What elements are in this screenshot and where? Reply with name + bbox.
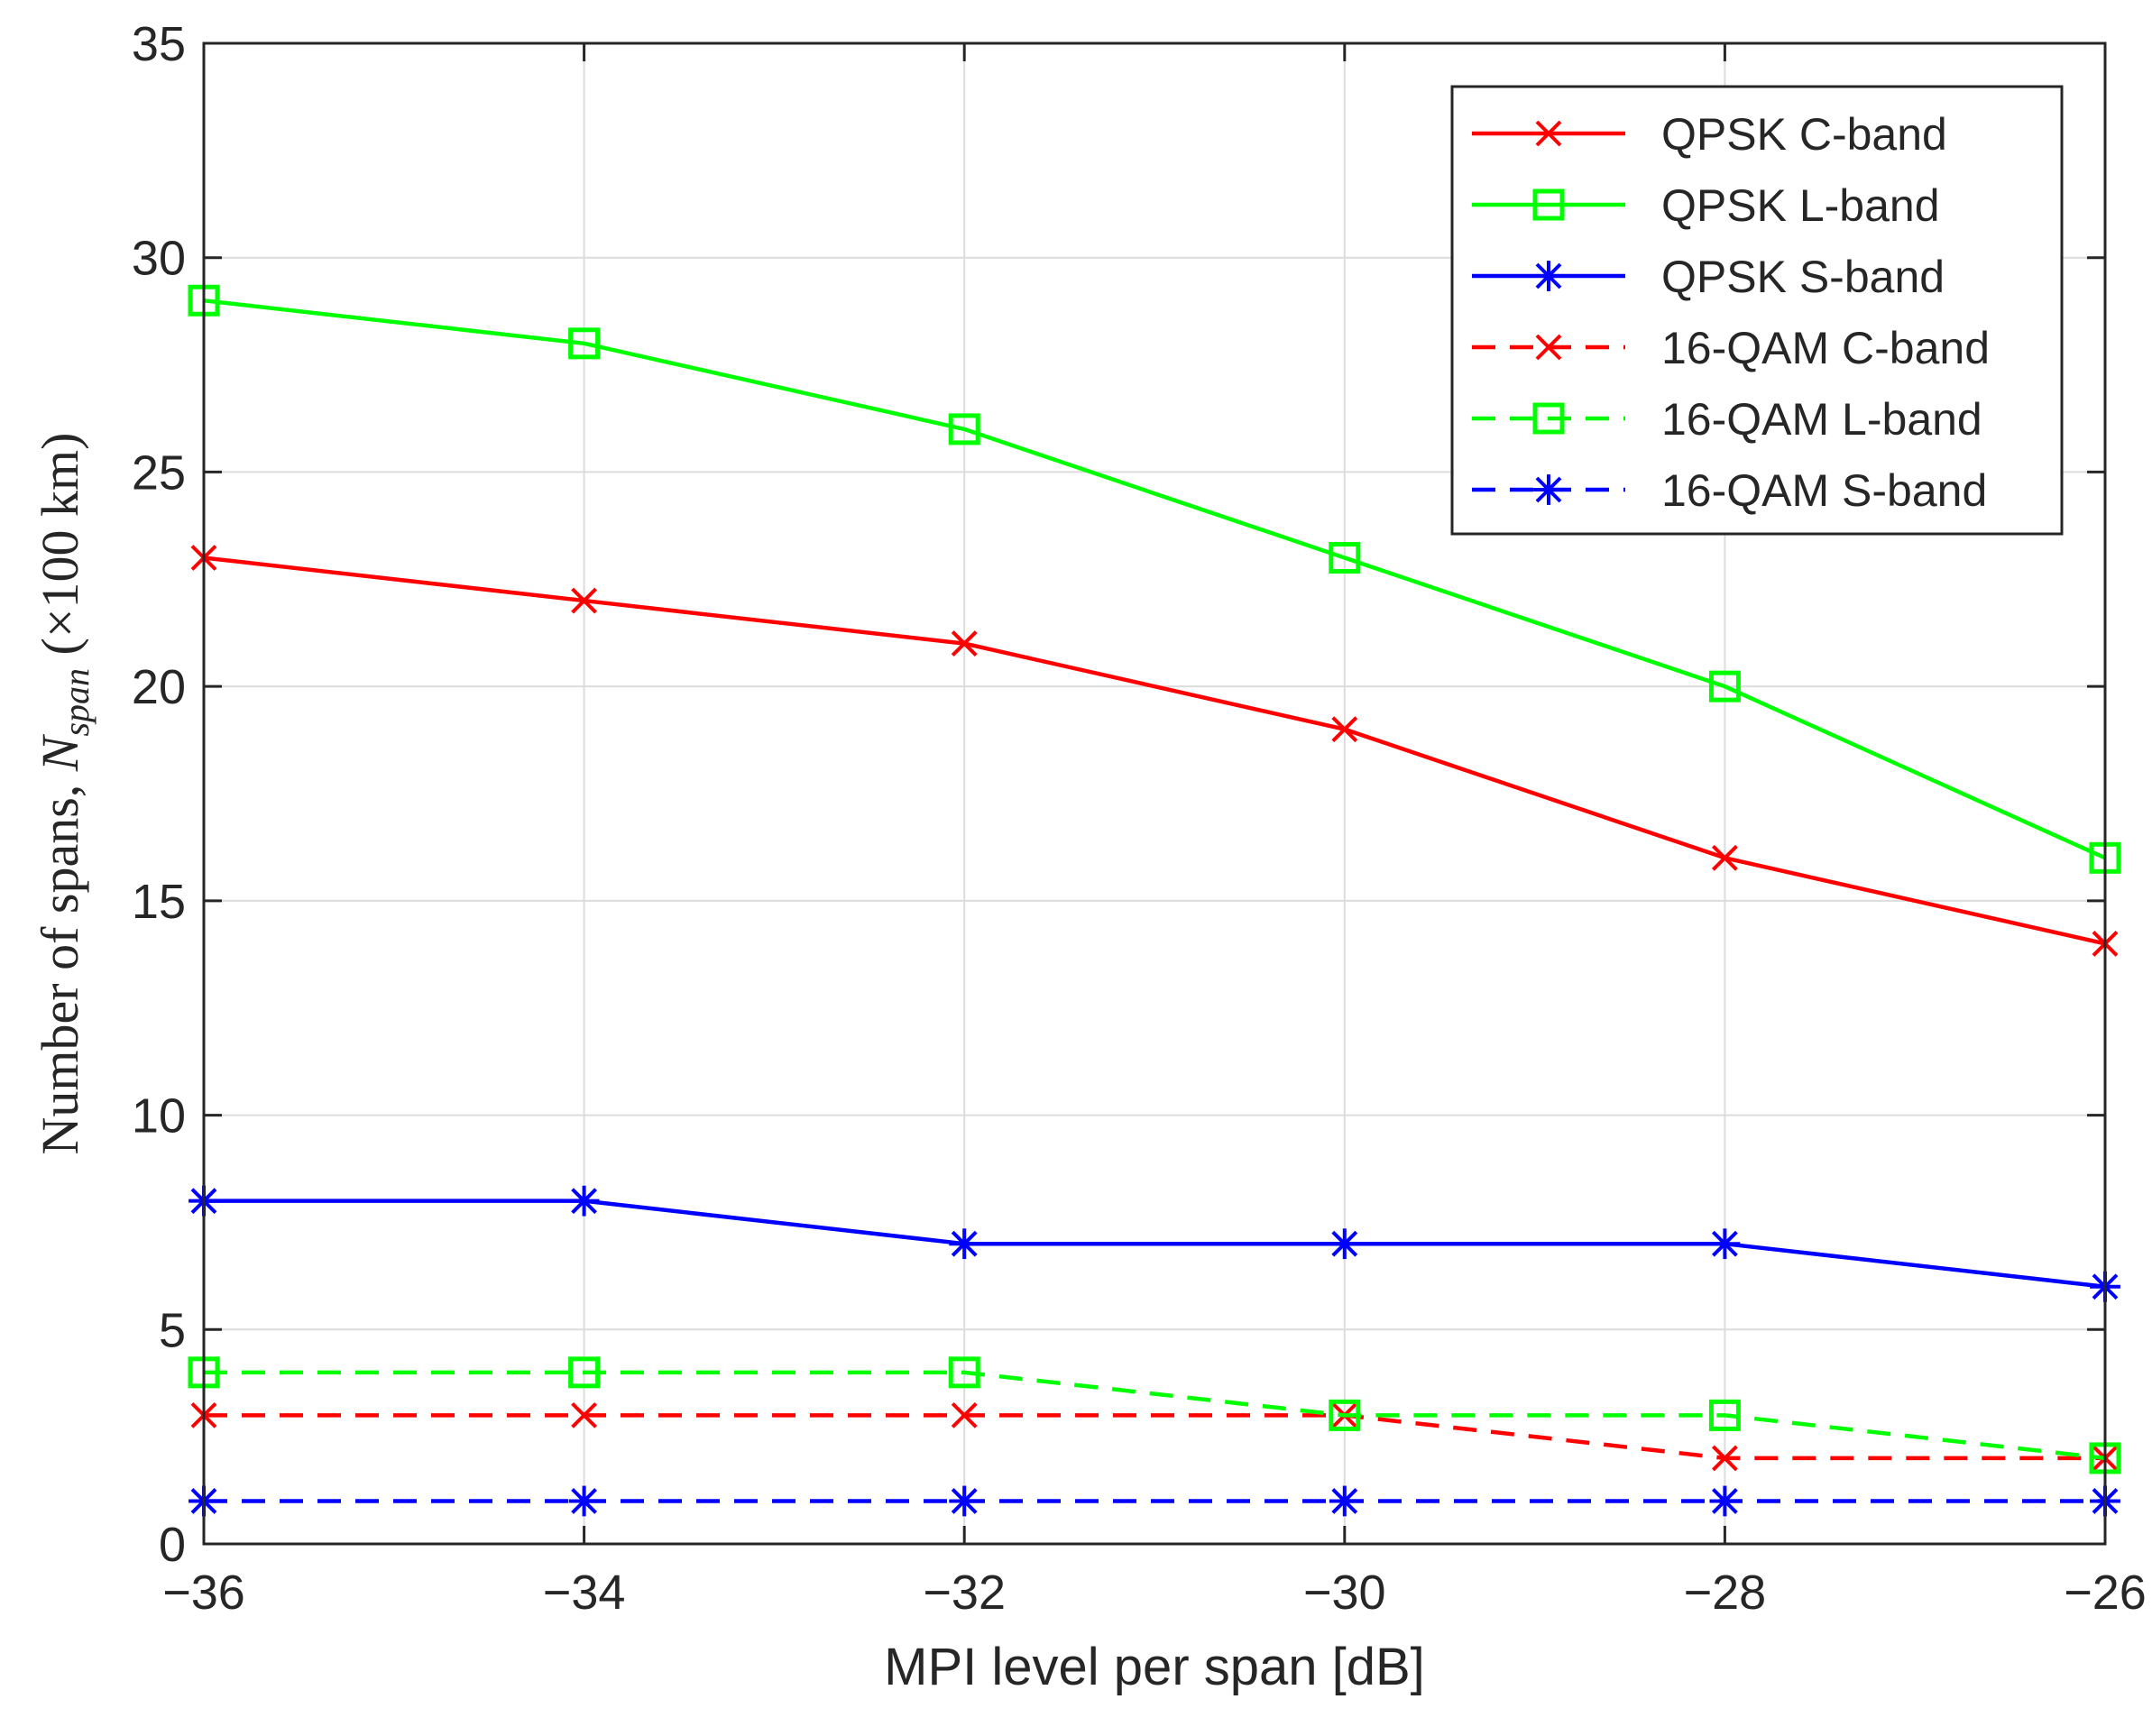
series-line bbox=[203, 299, 2106, 860]
axes-box bbox=[202, 41, 2107, 1546]
y-axis-label-unit: (×100 km) bbox=[31, 433, 89, 668]
y-tick-label: 35 bbox=[132, 17, 186, 71]
series-16-qam-l-band bbox=[188, 1356, 2121, 1474]
x-axis-label: MPI level per span [dB] bbox=[884, 1638, 1425, 1696]
marker-asterisk bbox=[1533, 474, 1564, 505]
data-point bbox=[1709, 1485, 1741, 1517]
series-qpsk-c-band bbox=[190, 545, 2119, 957]
marker-square bbox=[1532, 402, 1565, 435]
marker-square bbox=[1532, 188, 1565, 221]
y-tick-label: 20 bbox=[132, 660, 186, 714]
axis-ticks: −36 −34 −32 −30 −28 −26 0 5 10 15 20 25 30 35 bbox=[132, 17, 2147, 1620]
legend-label: 16-QAM S-band bbox=[1661, 465, 1987, 516]
data-point bbox=[568, 1485, 600, 1517]
data-point bbox=[1708, 670, 1741, 703]
series-line bbox=[203, 556, 2106, 946]
legend-item: QPSK C-band bbox=[1472, 109, 1947, 160]
y-tick-label: 10 bbox=[132, 1089, 186, 1144]
data-point bbox=[1708, 1399, 1741, 1431]
data-point bbox=[948, 1356, 980, 1389]
data-point bbox=[1329, 1485, 1360, 1517]
legend-item: 16-QAM L-band bbox=[1472, 394, 1982, 445]
x-tick-label: −28 bbox=[1684, 1566, 1767, 1620]
data-point bbox=[1711, 844, 1738, 871]
legend-label: QPSK C-band bbox=[1661, 109, 1947, 160]
legend-item: 16-QAM C-band bbox=[1472, 323, 1990, 373]
y-tick-label: 25 bbox=[132, 445, 186, 500]
legend-item: QPSK S-band bbox=[1472, 252, 1945, 302]
marker-asterisk bbox=[1533, 261, 1564, 291]
data-point bbox=[571, 587, 598, 614]
data-point bbox=[949, 1485, 980, 1517]
x-tick-label: −32 bbox=[923, 1566, 1006, 1620]
data-point bbox=[1329, 542, 1361, 574]
data-point bbox=[951, 1401, 978, 1428]
y-axis-label-symbol: N bbox=[31, 733, 89, 772]
legend-item: 16-QAM S-band bbox=[1472, 465, 1987, 516]
data-point bbox=[1329, 1399, 1361, 1431]
legend-box bbox=[1450, 85, 2064, 536]
y-tick-label: 15 bbox=[132, 875, 186, 929]
legend-item: QPSK L-band bbox=[1472, 180, 1940, 231]
series-line bbox=[204, 1370, 2106, 1461]
data-point bbox=[948, 413, 980, 445]
data-point bbox=[571, 1401, 598, 1428]
marker-x bbox=[1535, 120, 1562, 147]
series-line bbox=[204, 1413, 2105, 1461]
x-tick-label: −34 bbox=[543, 1566, 626, 1620]
data-point bbox=[1709, 1228, 1741, 1260]
data-point bbox=[1711, 1445, 1738, 1472]
y-axis-label: Number of spans, Nspan (×100 km) bbox=[31, 433, 97, 1155]
data-point bbox=[568, 1356, 601, 1389]
x-tick-label: −26 bbox=[2064, 1566, 2147, 1620]
legend-label: 16-QAM L-band bbox=[1661, 394, 1982, 445]
data-point bbox=[568, 327, 601, 360]
x-tick-label: −36 bbox=[162, 1566, 245, 1620]
series-qpsk-s-band bbox=[189, 1185, 2120, 1302]
legend: QPSK C-band QPSK L-band QPSK S-band 16-QAM … bbox=[1450, 85, 2064, 536]
y-tick-label: 0 bbox=[159, 1518, 186, 1572]
data-point bbox=[949, 1228, 980, 1260]
legend-label: QPSK S-band bbox=[1661, 252, 1945, 302]
x-tick-label: −30 bbox=[1303, 1566, 1386, 1620]
y-tick-label: 30 bbox=[132, 232, 186, 286]
y-axis-label-subscript: span bbox=[56, 668, 97, 737]
legend-label: 16-QAM C-band bbox=[1661, 323, 1990, 373]
y-tick-label: 5 bbox=[159, 1303, 186, 1357]
data-point bbox=[1329, 1228, 1360, 1260]
marker-x bbox=[1535, 334, 1562, 361]
series-line bbox=[204, 1199, 2106, 1289]
legend-label: QPSK L-band bbox=[1661, 180, 1940, 231]
data-point bbox=[1331, 716, 1358, 743]
y-axis-label-main: Number of spans, bbox=[31, 771, 89, 1154]
data-point bbox=[568, 1185, 600, 1217]
data-point bbox=[951, 630, 978, 657]
series-group bbox=[188, 284, 2121, 1517]
